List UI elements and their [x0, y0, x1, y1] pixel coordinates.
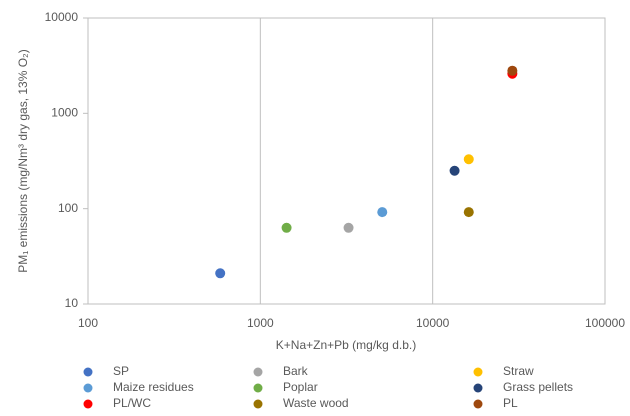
point — [449, 165, 460, 176]
point — [281, 222, 292, 233]
legend-marker — [473, 399, 483, 409]
legend-label: Grass pellets — [503, 380, 573, 394]
legend-marker — [253, 399, 263, 409]
point — [343, 222, 354, 233]
point — [215, 268, 226, 279]
point — [463, 207, 474, 218]
x-tick-label: 10000 — [416, 316, 450, 330]
legend-label: Poplar — [283, 380, 318, 394]
legend-label: SP — [113, 364, 129, 378]
point — [463, 154, 474, 165]
plot-border — [87, 17, 606, 305]
x-axis-label: K+Na+Zn+Pb (mg/kg d.b.) — [276, 338, 416, 352]
legend-label: PL — [503, 396, 518, 410]
y-tick-label: 10000 — [45, 10, 79, 24]
y-axis-label: PM₁ emissions (mg/Nm³ dry gas, 13% O₂) — [16, 49, 30, 272]
y-tick-label: 1000 — [51, 106, 78, 120]
legend-marker — [473, 383, 483, 393]
x-tick-label: 100000 — [585, 316, 625, 330]
legend-label: PL/WC — [113, 396, 151, 410]
legend-marker — [83, 399, 93, 409]
legend-marker — [253, 367, 263, 377]
legend-label: Straw — [503, 364, 534, 378]
legend-marker — [83, 367, 93, 377]
legend-label: Bark — [283, 364, 309, 378]
legend-label: Waste wood — [283, 396, 349, 410]
y-tick-label: 100 — [58, 201, 78, 215]
point — [507, 65, 518, 76]
legend-marker — [253, 383, 263, 393]
legend-marker — [83, 383, 93, 393]
y-tick-label: 10 — [65, 296, 79, 310]
point — [377, 207, 388, 218]
x-tick-label: 1000 — [247, 316, 274, 330]
legend-marker — [473, 367, 483, 377]
x-tick-label: 100 — [78, 316, 98, 330]
legend-label: Maize residues — [113, 380, 194, 394]
